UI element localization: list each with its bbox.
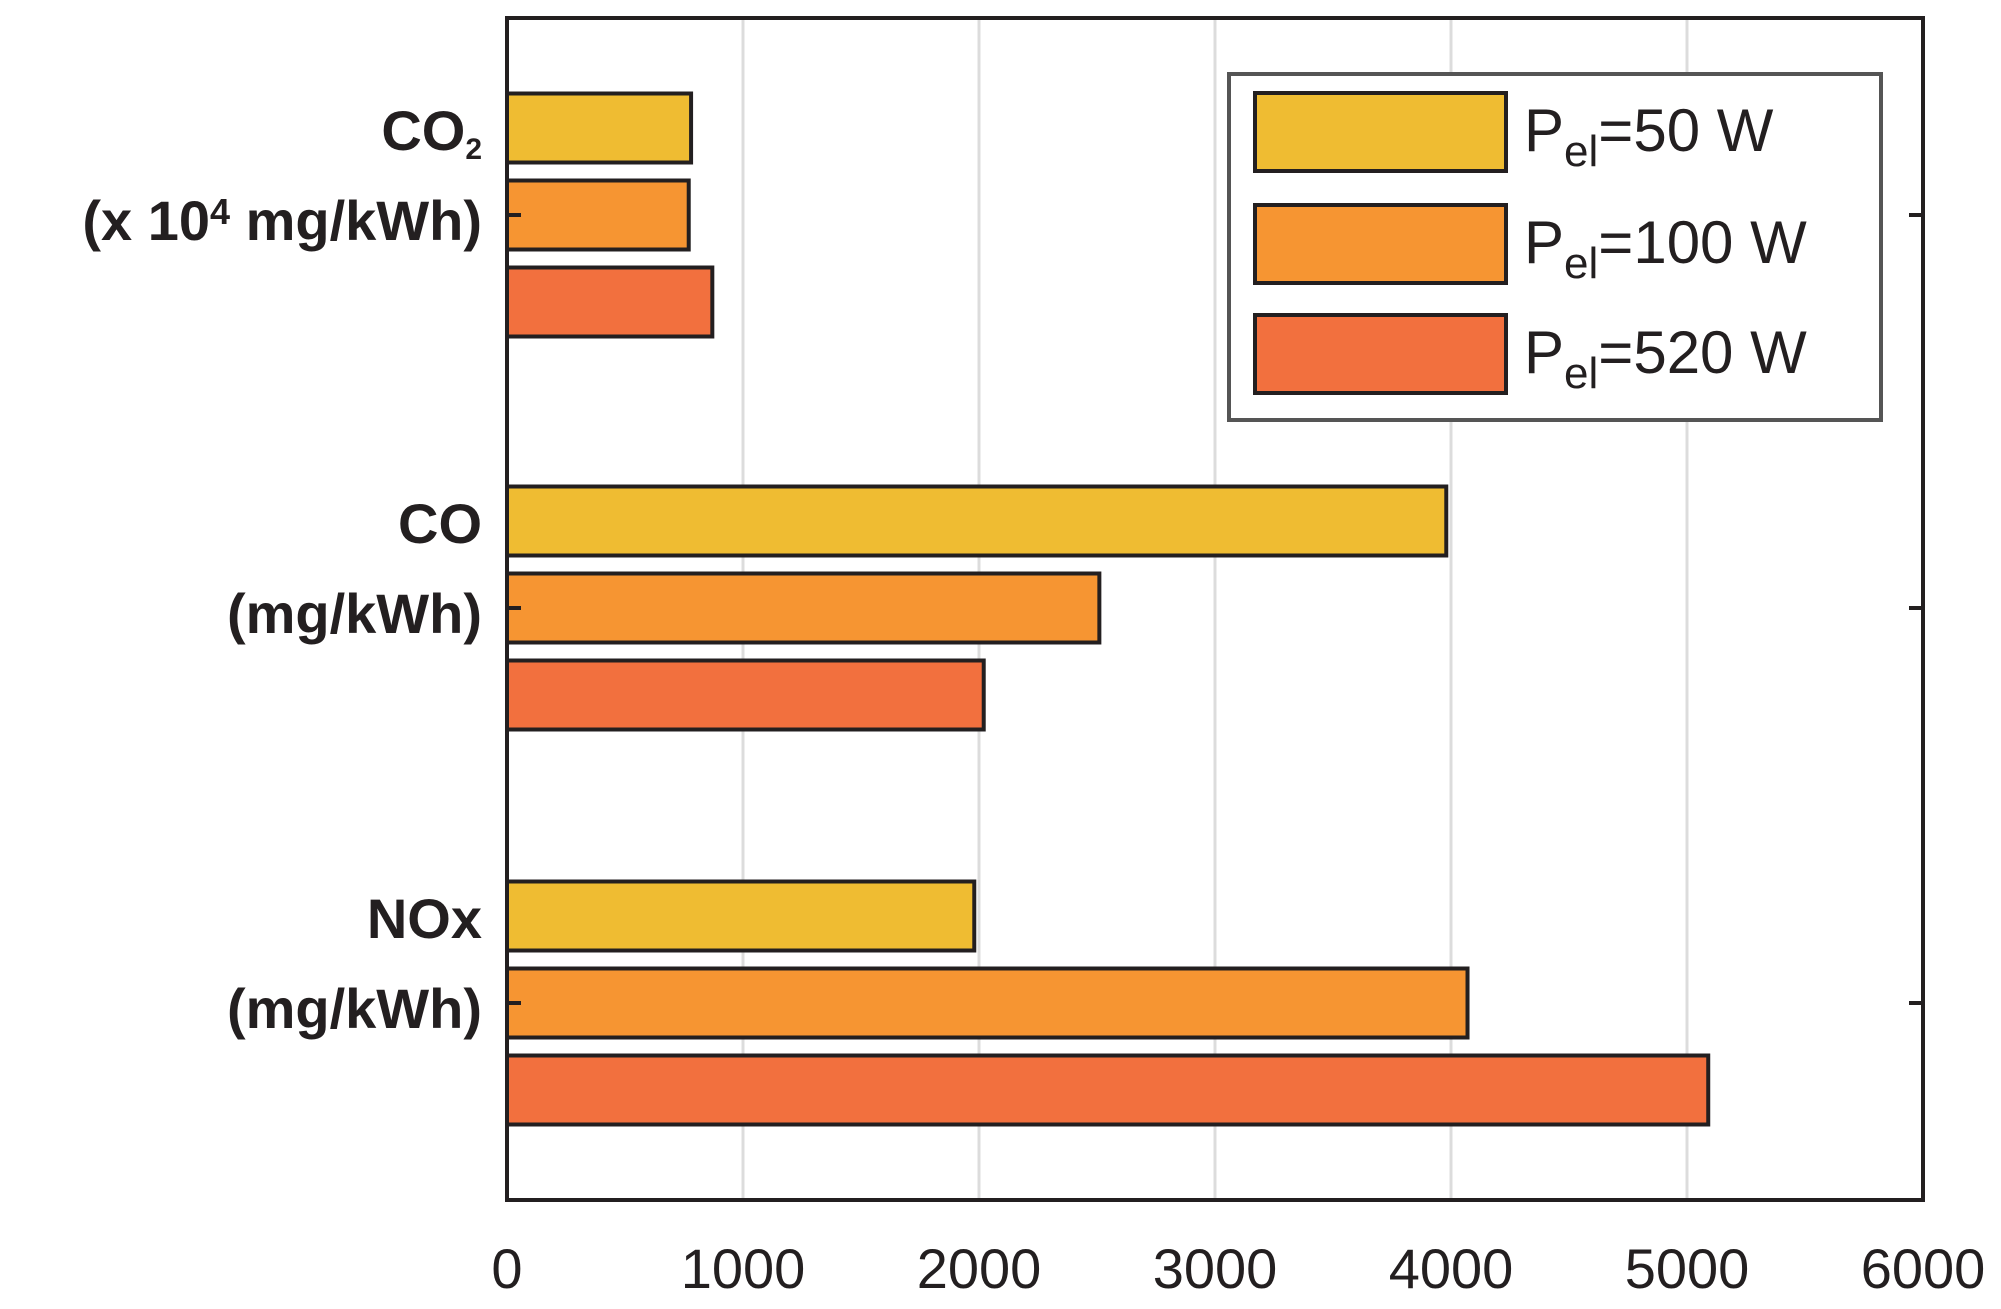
- x-tick-label-3000: 3000: [1153, 1237, 1278, 1300]
- x-tick-label-0: 0: [491, 1237, 522, 1300]
- legend-label-2: Pel=100 W: [1524, 209, 1807, 288]
- legend-swatch-1: [1253, 91, 1508, 173]
- bar-series3-cat1: [505, 265, 715, 339]
- x-tick-label-2000: 2000: [917, 1237, 1042, 1300]
- x-tick-label-1000: 1000: [681, 1237, 806, 1300]
- legend-swatch-3: [1253, 313, 1508, 395]
- bar-series2-cat2: [505, 571, 1102, 645]
- category-label-1-line-2: (x 104 mg/kWh): [82, 189, 482, 252]
- legend-swatch-2: [1253, 203, 1508, 285]
- x-tick-label-5000: 5000: [1625, 1237, 1750, 1300]
- legend: Pel=50 W Pel=100 W Pel=520 W: [1227, 72, 1883, 422]
- x-tick-labels: 0 1000 2000 3000 4000 5000 6000: [491, 1237, 1985, 1300]
- bar-series3-cat3: [505, 1053, 1711, 1127]
- bar-series1-cat1: [505, 91, 694, 165]
- category-label-1-line-1: CO2: [381, 99, 482, 166]
- category-label-2-line-1: CO: [398, 492, 482, 555]
- bar-series1-cat2: [505, 484, 1449, 558]
- category-label-3-line-2: (mg/kWh): [227, 977, 482, 1040]
- bar-series1-cat3: [505, 879, 977, 953]
- axis-ticks: [507, 213, 1923, 1005]
- category-labels: CO2 (x 104 mg/kWh) CO (mg/kWh) NOx (mg/kWh): [82, 99, 482, 1040]
- x-tick-label-4000: 4000: [1389, 1237, 1514, 1300]
- category-label-2-line-2: (mg/kWh): [227, 582, 482, 645]
- bar-series2-cat3: [505, 966, 1470, 1040]
- legend-label-3: Pel=520 W: [1524, 319, 1807, 398]
- x-tick-label-6000: 6000: [1861, 1237, 1986, 1300]
- category-label-3-line-1: NOx: [367, 887, 482, 950]
- bar-series3-cat2: [505, 658, 986, 732]
- bar-series2-cat1: [505, 178, 691, 252]
- legend-label-1: Pel=50 W: [1524, 97, 1774, 176]
